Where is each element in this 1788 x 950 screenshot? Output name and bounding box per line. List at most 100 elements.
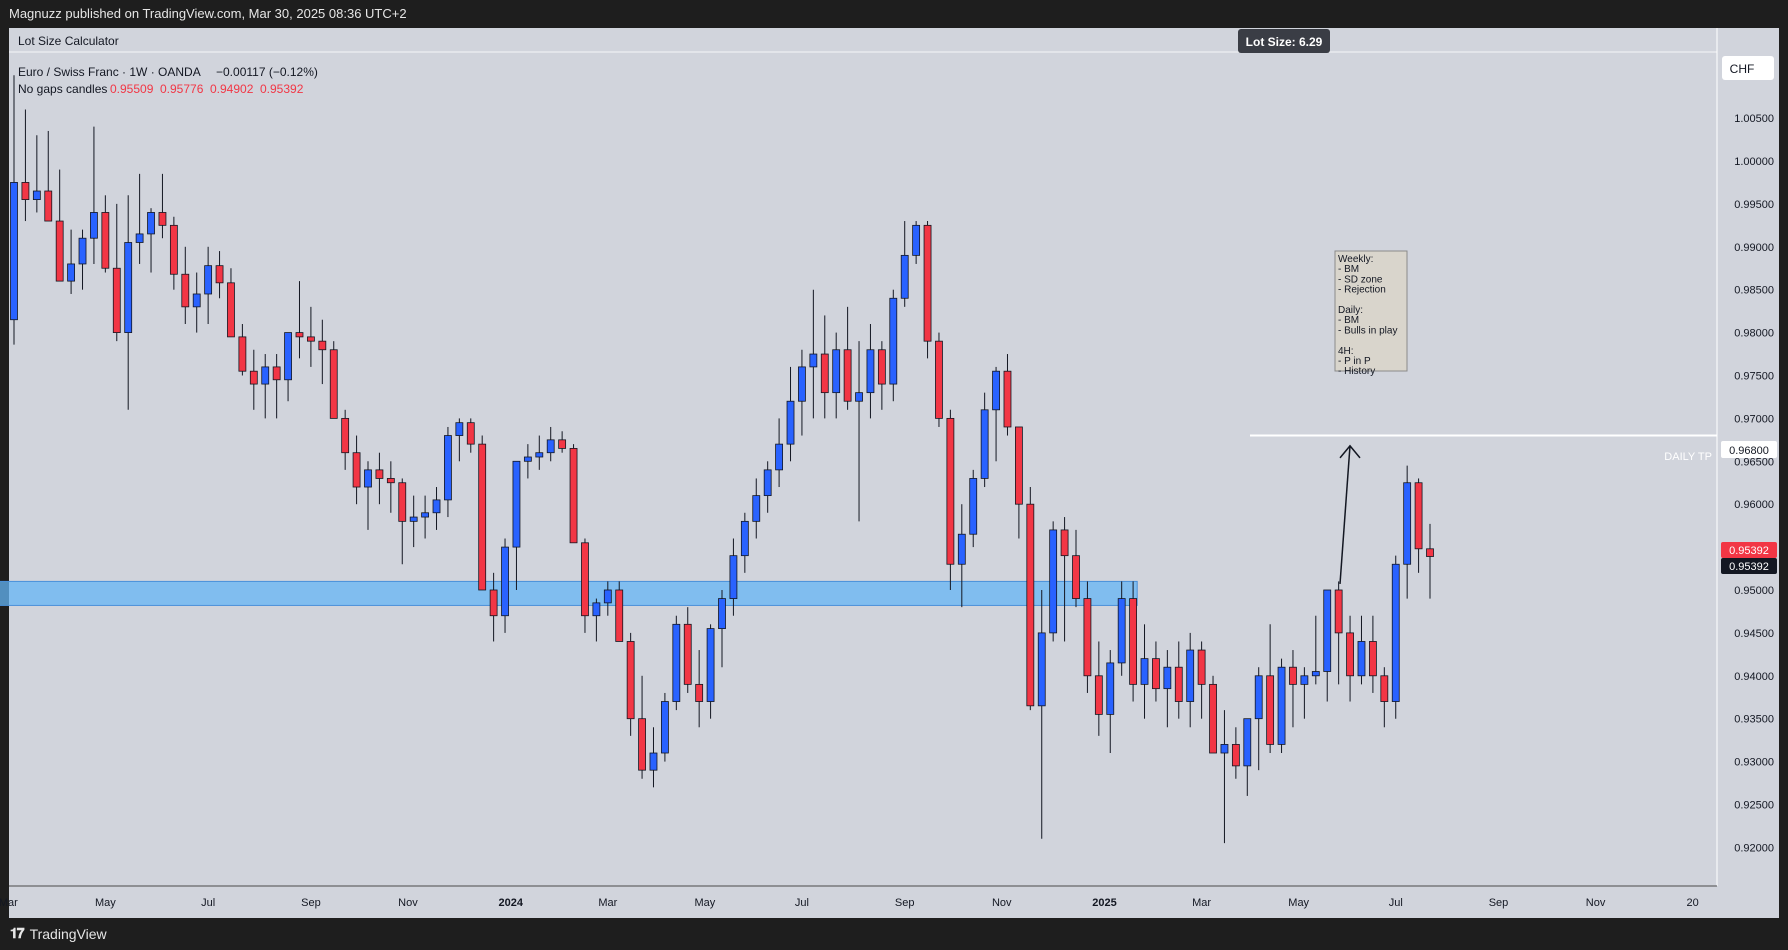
y-tick-label: 0.98000 [1734, 328, 1774, 340]
notes-line: - BM [1338, 264, 1359, 275]
daily-tp-label: DAILY TP [1664, 451, 1712, 463]
candle-down [21, 182, 30, 201]
candle-down [466, 422, 475, 445]
candle-up [1391, 563, 1400, 702]
candle-up [147, 212, 155, 235]
candle-up [1277, 666, 1286, 745]
candle-down [946, 417, 955, 565]
indicator-name[interactable]: Lot Size Calculator [18, 34, 119, 48]
y-tick-label: 0.96000 [1734, 499, 1774, 511]
svg-text:0.95392: 0.95392 [1729, 545, 1769, 557]
y-tick-label: 0.92000 [1734, 842, 1774, 854]
candle-down [1266, 675, 1275, 745]
legend-high: 0.95776 [160, 82, 204, 96]
currency-label: CHF [1730, 62, 1755, 76]
candle-down [1414, 482, 1423, 550]
candle-up [1403, 482, 1412, 565]
candle-up [763, 469, 772, 497]
price-axis-panel[interactable] [1717, 28, 1779, 890]
y-tick-label: 0.92500 [1734, 799, 1774, 811]
candle-up [1037, 632, 1046, 707]
candle-up [421, 512, 429, 518]
candle-down [1174, 666, 1183, 702]
candle-up [1300, 675, 1309, 685]
candle-up [1163, 666, 1172, 690]
candle-down [843, 349, 852, 402]
target-arrow-line[interactable] [1339, 445, 1351, 585]
currency-button[interactable]: CHF [1722, 56, 1774, 80]
x-tick-label: Jul [201, 897, 215, 909]
candle-down [581, 542, 589, 617]
x-tick-label: May [1288, 897, 1309, 909]
candle-up [546, 439, 555, 454]
legend-symbol[interactable]: Euro / Swiss Franc · 1W · OANDA [18, 65, 201, 79]
legend-change: −0.00117 (−0.12%) [216, 65, 318, 79]
candle-up [866, 349, 875, 394]
y-tick-label: 1.00500 [1734, 113, 1774, 125]
candle-down [158, 212, 167, 226]
svg-text:0.96800: 0.96800 [1729, 445, 1769, 457]
candle-up [912, 224, 921, 256]
candle-down [101, 212, 110, 269]
candle-up [90, 212, 98, 239]
candle-up [752, 495, 761, 522]
candle-up [592, 602, 601, 617]
legend-low: 0.94902 [210, 82, 254, 96]
plot-area[interactable] [9, 28, 1717, 890]
candle-down [227, 282, 235, 338]
candle-up [980, 409, 989, 479]
x-tick-label: 20 [1687, 897, 1699, 909]
candle-down [1289, 666, 1297, 685]
candle-down [569, 448, 578, 544]
candle-up [718, 598, 726, 630]
candle-up [444, 435, 452, 501]
notes-line: - SD zone [1338, 274, 1383, 285]
publisher-header: Magnuzz published on TradingView.com, Ma… [0, 0, 1788, 28]
target-arrow-head-icon [1339, 444, 1361, 459]
candle-down [341, 417, 350, 454]
close-price-label: 0.95392 [1721, 558, 1777, 574]
candle-down [1129, 598, 1137, 685]
candle-up [78, 237, 87, 265]
candle-up [706, 628, 715, 702]
candle-down [398, 482, 407, 522]
candle-down [935, 340, 943, 419]
footer-brand[interactable]: 𝟏𝟕 TradingView [0, 918, 1788, 950]
time-axis-panel[interactable] [9, 886, 1779, 918]
candle-down [238, 336, 247, 372]
notes-line: - History [1338, 366, 1375, 377]
candle-down [272, 366, 281, 381]
y-tick-label: 0.95000 [1734, 585, 1774, 597]
y-tick-label: 0.94000 [1734, 671, 1774, 683]
candle-up [649, 752, 658, 771]
candle-down [375, 469, 384, 479]
candle-up [284, 332, 292, 381]
candle-down [249, 370, 258, 385]
candle-down [1369, 641, 1377, 677]
sd-zone-rect[interactable] [0, 580, 1138, 606]
footer-brand-text: TradingView [29, 926, 107, 942]
legend-open: 0.95509 [110, 82, 154, 96]
candle-down [1083, 598, 1092, 677]
x-tick-label: 2025 [1092, 897, 1116, 909]
legend-series-name[interactable]: No gaps candles [18, 82, 107, 96]
notes-line: Daily: [1338, 305, 1363, 316]
candle-up [409, 516, 418, 522]
candle-down [1231, 744, 1240, 767]
candle-up [1254, 675, 1263, 720]
candle-down [215, 265, 224, 284]
svg-text:0.95392: 0.95392 [1729, 561, 1769, 573]
y-tick-label: 0.97000 [1734, 413, 1774, 425]
candle-down [352, 452, 361, 488]
candle-down [1380, 675, 1389, 702]
candle-down [318, 340, 327, 351]
notes-line: - P in P [1338, 356, 1371, 367]
candle-up [957, 533, 966, 565]
candle-up [889, 297, 898, 385]
lot-size-label: Lot Size: 6.29 [1246, 35, 1323, 49]
price-chart[interactable]: 1.010001.005001.000000.995000.990000.985… [0, 28, 1788, 918]
x-tick-label: Nov [1586, 897, 1606, 909]
candle-down [877, 349, 886, 385]
notes-box[interactable]: Weekly: - BM - SD zone - Rejection Daily: - … [1334, 250, 1408, 377]
candle-down [169, 224, 178, 275]
